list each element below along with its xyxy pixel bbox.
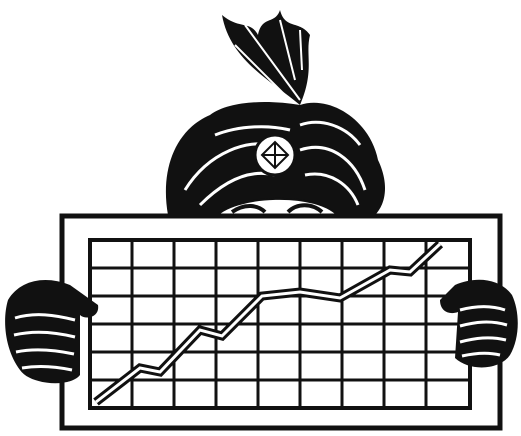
illustration	[0, 0, 521, 436]
feather	[222, 10, 310, 105]
page: (() => { const data = JSON.parse(documen…	[0, 0, 521, 436]
feather-shape	[222, 10, 310, 105]
board	[62, 216, 500, 428]
